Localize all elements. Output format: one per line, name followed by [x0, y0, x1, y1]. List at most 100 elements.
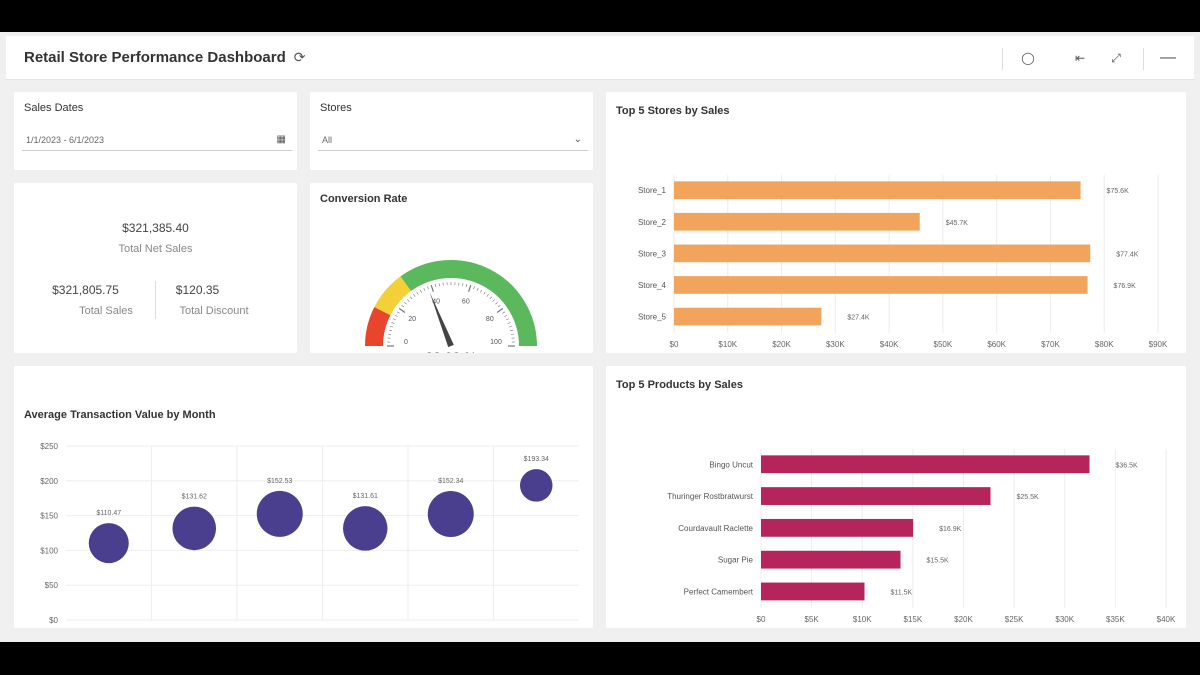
gauge-tick	[430, 284, 434, 292]
x-tick-label: $10K	[718, 340, 737, 349]
data-label: $131.61	[353, 493, 378, 500]
gauge-band	[374, 276, 412, 316]
bar	[674, 276, 1088, 294]
data-label: $45.7K	[946, 220, 969, 227]
gauge-needle	[429, 292, 454, 348]
gauge-tick	[388, 333, 392, 335]
back-icon[interactable]: ⇤	[1074, 51, 1086, 65]
x-tick-label: $60K	[987, 340, 1006, 349]
bar	[674, 181, 1081, 200]
gauge-tick	[496, 307, 504, 313]
gauge-tick	[413, 294, 416, 297]
gauge-tick	[404, 301, 407, 305]
x-tick-label: $40K	[880, 340, 899, 349]
top-products-chart: Top 5 Products by Sales $0 $5K $10K $15K $20K…	[616, 379, 1176, 624]
gauge-tick	[391, 322, 395, 324]
data-label: $152.53	[267, 478, 292, 485]
x-tick-label: $90K	[1149, 340, 1168, 349]
category-label: Store_4	[638, 281, 667, 290]
bubble	[343, 506, 388, 551]
expand-icon[interactable]: ⤢	[1111, 51, 1121, 65]
data-label: $75.6K	[1107, 188, 1130, 195]
stores-select[interactable]: All ⌄	[318, 129, 588, 151]
sales-dates-filter-card: Sales Dates 1/1/2023 - 6/1/2023 ▦	[14, 92, 297, 170]
stores-filter-card: Stores All ⌄	[310, 92, 593, 170]
category-label: Thuringer Rostbratwurst	[667, 492, 754, 501]
y-tick-label: $50	[45, 581, 59, 590]
y-tick-label: $200	[40, 477, 58, 486]
total-discount-label: Total Discount	[179, 305, 249, 317]
gauge-tick	[489, 296, 493, 300]
data-label: $131.62	[182, 494, 207, 501]
total-sales-value: $321,805.75	[52, 283, 119, 297]
page-title: Retail Store Performance Dashboard	[24, 49, 286, 66]
bar	[761, 550, 901, 569]
category-label: Perfect Camembert	[684, 587, 754, 596]
chart-title: Average Transaction Value by Month	[24, 409, 216, 421]
sales-dates-value: 1/1/2023 - 6/1/2023	[26, 135, 105, 145]
gauge-tick	[423, 287, 426, 291]
stores-value: All	[322, 135, 333, 145]
x-tick-label: $0	[670, 340, 679, 349]
kpi-divider	[155, 281, 156, 319]
gauge-tick-label: 80	[486, 316, 494, 323]
gauge-tick	[502, 311, 506, 314]
gauge-max-label: 100	[490, 339, 502, 346]
data-label: $27.4K	[847, 315, 870, 322]
dashboard-canvas: Retail Store Performance Dashboard ⟳ ◯ ⇤…	[0, 32, 1200, 642]
data-label: $76.9K	[1114, 283, 1137, 290]
data-label: $16.9K	[939, 526, 962, 533]
refresh-icon[interactable]: ⟳	[293, 49, 306, 65]
total-discount-value: $120.35	[175, 283, 220, 297]
gauge-tick	[401, 304, 405, 308]
toolbar-divider	[1143, 48, 1144, 70]
y-tick-label: $0	[49, 616, 58, 625]
gauge-tick	[497, 304, 501, 308]
gauge-band	[400, 260, 537, 347]
gauge-tick	[510, 333, 514, 335]
bubble	[88, 523, 129, 564]
toolbar-divider	[1002, 48, 1003, 70]
gauge-tick	[480, 289, 483, 293]
data-label: $110.47	[96, 510, 121, 517]
gauge-value: 38.92 %	[425, 349, 476, 353]
data-label: $77.4K	[1116, 251, 1139, 258]
gauge-tick-label: 60	[462, 298, 470, 305]
gauge-min-label: 0	[404, 339, 408, 346]
gauge-tick	[486, 294, 489, 297]
dashboard-header: Retail Store Performance Dashboard ⟳ ◯ ⇤…	[6, 36, 1194, 80]
bar	[761, 487, 991, 505]
sales-dates-label: Sales Dates	[24, 102, 84, 114]
chart-title: Top 5 Stores by Sales	[616, 105, 730, 117]
gauge-tick	[394, 314, 398, 317]
x-tick-label: $80K	[1095, 340, 1114, 349]
comment-icon[interactable]: ◯	[1021, 51, 1035, 65]
gauge-tick	[416, 291, 419, 295]
gauge-band	[365, 306, 391, 347]
gauge-tick	[504, 314, 508, 317]
top-stores-chart: Top 5 Stores by Sales $0 $10K $20K $30K $40K $…	[616, 105, 1168, 349]
gauge-tick	[495, 301, 498, 305]
gauge-tick	[465, 283, 468, 287]
category-label: Store_1	[638, 186, 667, 195]
gauge-tick	[419, 289, 422, 293]
avg-transaction-chart: Average Transaction Value by Month $0 $50 $…	[24, 409, 579, 639]
bar	[674, 212, 920, 231]
category-label: Bingo Uncut	[709, 460, 753, 469]
x-tick-label: $25K	[1005, 615, 1024, 624]
calendar-icon[interactable]: ▦	[276, 134, 286, 145]
x-tick-label: $5K	[805, 615, 820, 624]
gauge-tick	[483, 291, 486, 295]
more-icon[interactable]: —	[1160, 49, 1176, 66]
bubble	[256, 490, 303, 537]
sales-dates-input[interactable]: 1/1/2023 - 6/1/2023 ▦	[22, 129, 292, 151]
conversion-rate-gauge: 20 40 60 80 0 100 38.92 %	[365, 260, 537, 353]
bubble	[172, 506, 217, 551]
chevron-down-icon[interactable]: ⌄	[573, 134, 582, 145]
data-label: $36.5K	[1116, 462, 1139, 469]
gauge-tick	[473, 286, 475, 290]
bubble	[427, 490, 474, 537]
bar	[761, 455, 1090, 474]
gauge-tick	[398, 307, 406, 313]
x-tick-label: $35K	[1106, 615, 1125, 624]
